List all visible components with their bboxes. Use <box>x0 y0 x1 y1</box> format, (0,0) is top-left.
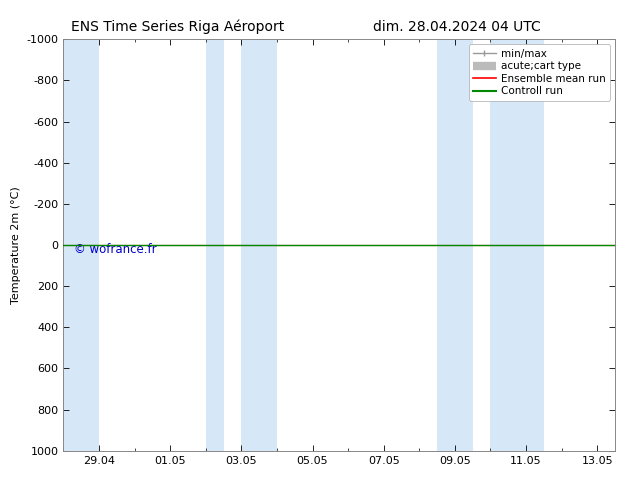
Text: © wofrance.fr: © wofrance.fr <box>74 243 157 256</box>
Bar <box>491 39 544 451</box>
Bar <box>242 39 277 451</box>
Bar <box>437 39 472 451</box>
Text: ENS Time Series Riga Aéroport: ENS Time Series Riga Aéroport <box>71 20 284 34</box>
Y-axis label: Temperature 2m (°C): Temperature 2m (°C) <box>11 186 21 304</box>
Bar <box>206 39 224 451</box>
Legend: min/max, acute;cart type, Ensemble mean run, Controll run: min/max, acute;cart type, Ensemble mean … <box>469 45 610 100</box>
Text: dim. 28.04.2024 04 UTC: dim. 28.04.2024 04 UTC <box>373 20 540 34</box>
Bar <box>63 39 99 451</box>
